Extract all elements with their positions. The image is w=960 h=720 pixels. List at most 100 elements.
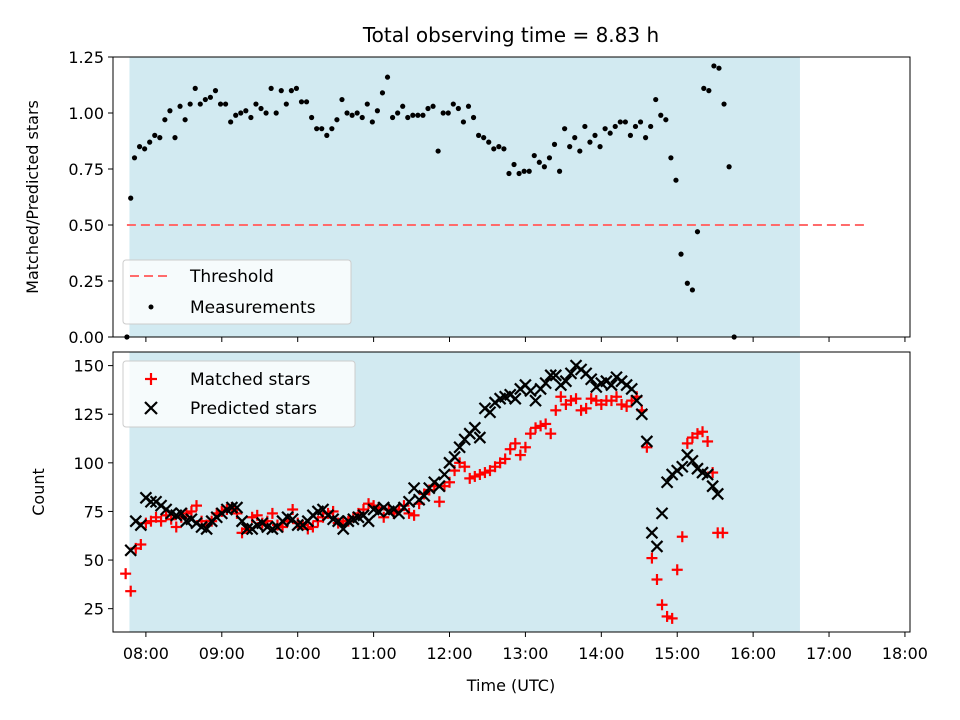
measurement-point: [136, 144, 143, 150]
top-y-tick-label: 0.50: [68, 216, 104, 235]
measurement-point: [506, 170, 512, 177]
measurement-point: [435, 148, 441, 154]
measurement-point: [496, 144, 502, 150]
measurement-point: [420, 112, 426, 118]
measurement-point: [531, 152, 537, 159]
measurement-point: [182, 117, 188, 123]
predicted-star-point: [124, 544, 137, 557]
legend-matched-swatch: [145, 373, 157, 385]
measurement-point: [658, 112, 664, 118]
predicted-star-point: [473, 431, 487, 444]
measurement-point: [217, 101, 224, 107]
predicted-star-point: [331, 514, 345, 528]
predicted-star-point: [175, 507, 188, 520]
top-legend: Threshold Measurements: [122, 259, 352, 325]
measurement-point: [486, 139, 492, 145]
measurement-point: [248, 114, 254, 121]
measurement-point: [460, 119, 467, 125]
measurement-point: [384, 74, 391, 80]
measurement-point: [481, 135, 487, 141]
measurement-point: [567, 144, 573, 150]
measurement-point: [642, 135, 649, 141]
matched-star-point: [621, 400, 633, 412]
top-x-ticks: [145, 337, 906, 342]
matched-star-point: [671, 564, 683, 576]
measurement-point: [197, 101, 203, 107]
measurement-point: [395, 110, 401, 116]
matched-star-point: [125, 585, 137, 597]
figure-title: Total observing time = 8.83 h: [362, 23, 659, 47]
measurement-point: [587, 139, 593, 145]
measurement-point: [521, 168, 527, 174]
measurement-point: [592, 132, 598, 138]
legend-matched-label: Matched stars: [190, 370, 310, 390]
predicted-star-point: [564, 367, 578, 380]
measurement-point: [511, 161, 517, 168]
measurement-point: [147, 139, 153, 145]
matched-star-point: [550, 404, 562, 416]
measurement-point: [212, 88, 219, 94]
matched-star-point: [555, 391, 567, 403]
predicted-star-point: [235, 514, 249, 528]
measurement-point: [369, 119, 375, 125]
predicted-star-point: [549, 369, 563, 382]
x-tick-label: 08:00: [123, 644, 169, 663]
bottom-y-axis-label: Count: [29, 468, 48, 516]
predicted-star-point: [483, 405, 497, 419]
matched-star-point: [474, 469, 486, 480]
measurement-point: [410, 112, 416, 118]
measurement-point: [716, 65, 722, 71]
measurement-point: [501, 146, 507, 152]
bottom-y-tick-label: 100: [73, 454, 104, 473]
predicted-star-point: [362, 514, 375, 528]
measurement-point: [303, 99, 310, 105]
measurement-point: [263, 110, 269, 116]
measurement-point: [162, 117, 168, 123]
predicted-star-point: [655, 507, 669, 520]
predicted-star-point: [417, 489, 431, 503]
measurement-point: [309, 114, 315, 121]
bottom-legend-box: [122, 360, 356, 428]
matched-star-point: [570, 393, 582, 405]
matched-star-point: [433, 496, 445, 508]
measurement-point: [172, 135, 178, 141]
measurement-point: [445, 110, 451, 116]
measurement-point: [546, 155, 553, 161]
measurement-point: [167, 108, 173, 114]
measurement-point: [701, 85, 707, 91]
measurement-point: [602, 126, 608, 132]
x-tick-label: 13:00: [502, 644, 548, 663]
bottom-axes-frame: [112, 351, 911, 633]
matched-star-point: [651, 574, 663, 585]
measurement-point: [228, 119, 234, 125]
measurement-point: [653, 96, 659, 103]
measurement-point: [562, 126, 568, 132]
x-axis-label: Time (UTC): [466, 676, 555, 695]
measurement-point: [202, 96, 208, 103]
legend-predicted-swatch: [144, 401, 158, 415]
matched-star-point: [585, 393, 597, 405]
measurement-point: [491, 146, 497, 152]
top-y-tick-label: 1.25: [68, 48, 104, 67]
predicted-star-point: [544, 369, 557, 382]
measurement-point: [541, 164, 547, 170]
measurement-point: [465, 103, 472, 109]
matched-star-point: [540, 418, 552, 430]
measurement-point: [319, 126, 325, 132]
matched-star-point: [155, 515, 167, 527]
predicted-star-point: [645, 526, 659, 540]
measurement-point: [283, 101, 289, 107]
matched-star-point: [185, 505, 197, 517]
predicted-star-point: [225, 501, 239, 514]
predicted-star-point: [650, 540, 664, 553]
bottom-y-tick-label: 25: [84, 600, 104, 619]
measurement-point: [673, 177, 679, 183]
top-y-tick-label: 0.25: [68, 272, 104, 291]
measurement-point: [425, 105, 431, 112]
matched-star-point: [646, 552, 658, 564]
matched-star-point: [580, 402, 592, 414]
measurement-point: [694, 229, 701, 235]
matched-star-point: [499, 453, 511, 465]
top-y-ticks: 0.00 0.25 0.50 0.75 1.00 1.25: [68, 48, 113, 347]
matched-star-point: [135, 539, 147, 550]
